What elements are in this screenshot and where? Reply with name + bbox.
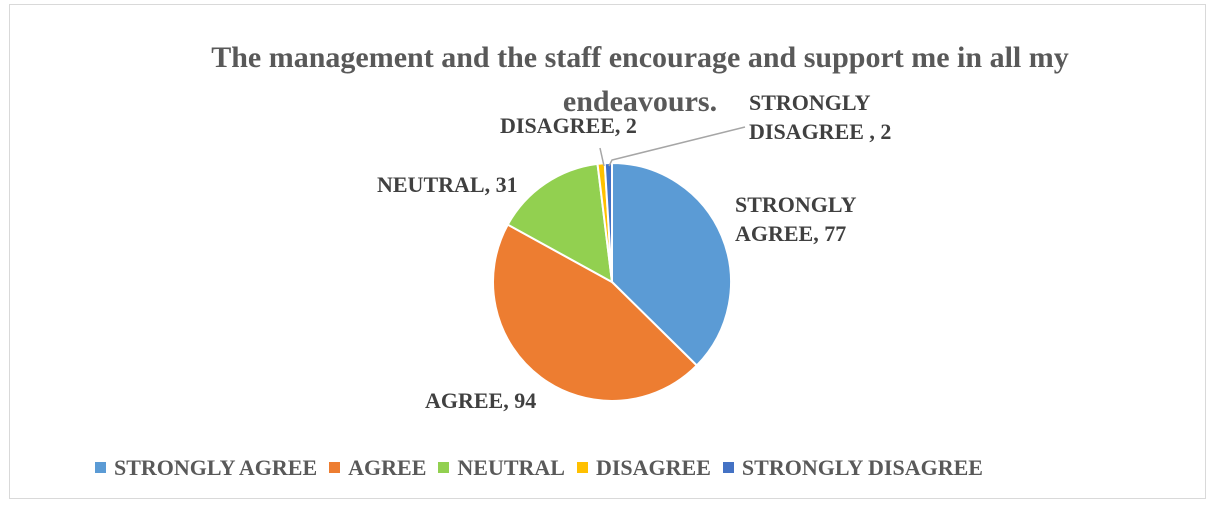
legend-item-agree: AGREE [329, 455, 426, 481]
legend-swatch-strongly-agree [95, 462, 106, 474]
legend-item-disagree: DISAGREE [576, 455, 711, 481]
chart-legend: STRONGLY AGREE AGREE NEUTRAL DISAGREE STRONG… [95, 455, 995, 481]
pie-slice-agree [492, 223, 699, 402]
legend-label-neutral: NEUTRAL [457, 455, 565, 480]
legend-label-strongly-disagree: STRONGLY DISAGREE [741, 455, 983, 480]
pie-slice-strongly-agree [611, 161, 732, 367]
legend-item-neutral: NEUTRAL [438, 455, 565, 481]
data-label-disagree: DISAGREE, 2 [500, 113, 637, 138]
legend-swatch-neutral [438, 462, 450, 474]
data-label-strongly-agree: STRONGLY AGREE, 77 [735, 192, 857, 246]
data-label-agree: AGREE, 94 [425, 388, 536, 413]
pie-slice-strongly-disagree [603, 161, 613, 283]
data-label-strongly-disagree: STRONGLY DISAGREE , 2 [749, 90, 891, 144]
leader-line-disagree [599, 147, 605, 167]
legend-label-disagree: DISAGREE [595, 455, 711, 480]
legend-swatch-disagree [576, 462, 588, 474]
legend-label-agree: AGREE [348, 455, 427, 480]
legend-item-strongly-agree: STRONGLY AGREE [95, 455, 317, 481]
leader-line-strongly-disagree [608, 126, 746, 167]
pie-slice-neutral [506, 162, 614, 284]
legend-swatch-strongly-disagree [722, 462, 734, 474]
legend-item-strongly-disagree: STRONGLY DISAGREE [722, 455, 983, 481]
legend-swatch-agree [329, 462, 341, 474]
chart-title: The management and the staff encourage a… [211, 41, 1069, 118]
legend-label-strongly-agree: STRONGLY AGREE [114, 455, 318, 480]
data-label-neutral: NEUTRAL, 31 [377, 172, 518, 197]
